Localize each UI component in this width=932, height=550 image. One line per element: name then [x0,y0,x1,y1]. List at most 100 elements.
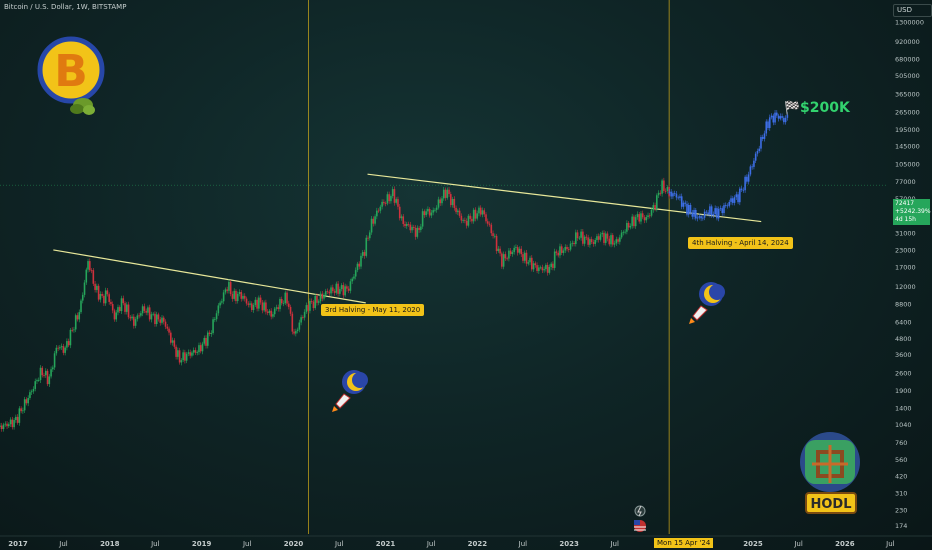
candle-body [0,425,1,427]
x-tick-label: Jul [518,540,528,548]
candle-body [330,287,332,294]
candle-body [428,208,431,216]
candle-body [425,211,427,216]
candle-body [418,227,420,230]
y-tick-label: 105000 [895,161,920,169]
candle-body [194,350,197,353]
candle-body [217,305,220,314]
candle-body [177,350,179,357]
candle-body [409,224,412,231]
candle-body [291,313,294,332]
candle-body [50,369,52,377]
y-tick-label: 23000 [895,246,916,254]
candle-body [198,345,200,353]
candle-body [242,295,244,299]
candle-body [737,194,739,203]
candle-body [648,215,651,217]
candle-body [155,314,158,325]
candle-body [37,380,40,381]
candle-body [641,213,644,218]
candle-body [650,209,653,216]
flag-icon: 🏁 [784,101,801,116]
candle-body [682,202,685,207]
y-tick-label: 680000 [895,55,920,63]
candle-body [66,341,68,348]
candle-body [30,391,33,393]
candle-body [557,252,560,256]
candle-body [235,290,237,302]
candle-body [627,222,630,228]
candle-body [354,270,357,277]
candle-body [668,191,671,194]
hodl-logo-icon: HODL [800,432,860,514]
candle-body [254,299,257,306]
candle-body [730,198,732,202]
candle-body [99,294,102,300]
candle-body [744,176,746,191]
candle-body [90,270,93,272]
candle-body [721,208,724,214]
candle-body [365,237,368,256]
candle-body [214,319,216,321]
candle-body [640,213,642,222]
candle-body [363,252,366,256]
candle-body [761,136,764,139]
candle-body [400,216,403,219]
candle-body [208,332,211,335]
candle-body [502,254,505,267]
candle-body [284,292,287,304]
candle-body [518,248,521,253]
candle-body [733,197,736,203]
candle-body [287,303,290,307]
y-tick-label: 6400 [895,319,912,327]
candle-body [353,276,355,279]
candle-body [719,208,722,210]
y-tick-label: 230 [895,506,907,514]
candle-body [46,370,49,385]
candle-body [590,239,593,243]
candle-body [569,243,572,250]
candle-body [307,305,309,311]
bitcoin-logo-icon: B [37,36,105,115]
candle-body [154,313,156,325]
currency-selector[interactable]: USD [893,4,932,17]
candle-body [768,117,771,129]
candle-body [205,337,207,346]
candle-body [416,227,419,237]
candle-body [89,261,91,271]
candle-body [567,249,570,250]
candle-body [629,225,632,228]
candle-body [221,301,223,303]
x-tick-label: 2019 [192,540,212,548]
crosshair-date-label: Mon 15 Apr '24 [654,538,714,548]
candle-body [698,216,701,218]
candle-body [11,419,14,428]
candle-body [437,199,440,208]
candle-body [555,251,558,253]
candle-body [435,207,438,210]
candle-body [344,286,346,296]
candle-body [20,408,22,412]
candle-body [758,148,761,152]
rocket-moon-icon [689,282,725,324]
candle-body [247,303,250,305]
candle-body [742,189,745,191]
candle-body [457,210,459,213]
candle-body [323,294,325,299]
x-tick-label: 2017 [8,540,28,548]
candle-body [508,250,510,259]
candle-body [104,290,107,304]
candle-body [504,254,507,259]
candle-body [393,189,396,203]
candle-body [714,208,716,215]
candle-body [731,198,734,203]
candle-body [532,263,535,270]
candle-body [434,209,436,211]
candle-body [479,207,482,215]
x-tick-label: Jul [885,540,895,548]
candle-body [603,232,605,243]
candle-body [295,331,297,334]
candle-body [703,211,706,218]
candle-body [571,242,574,244]
